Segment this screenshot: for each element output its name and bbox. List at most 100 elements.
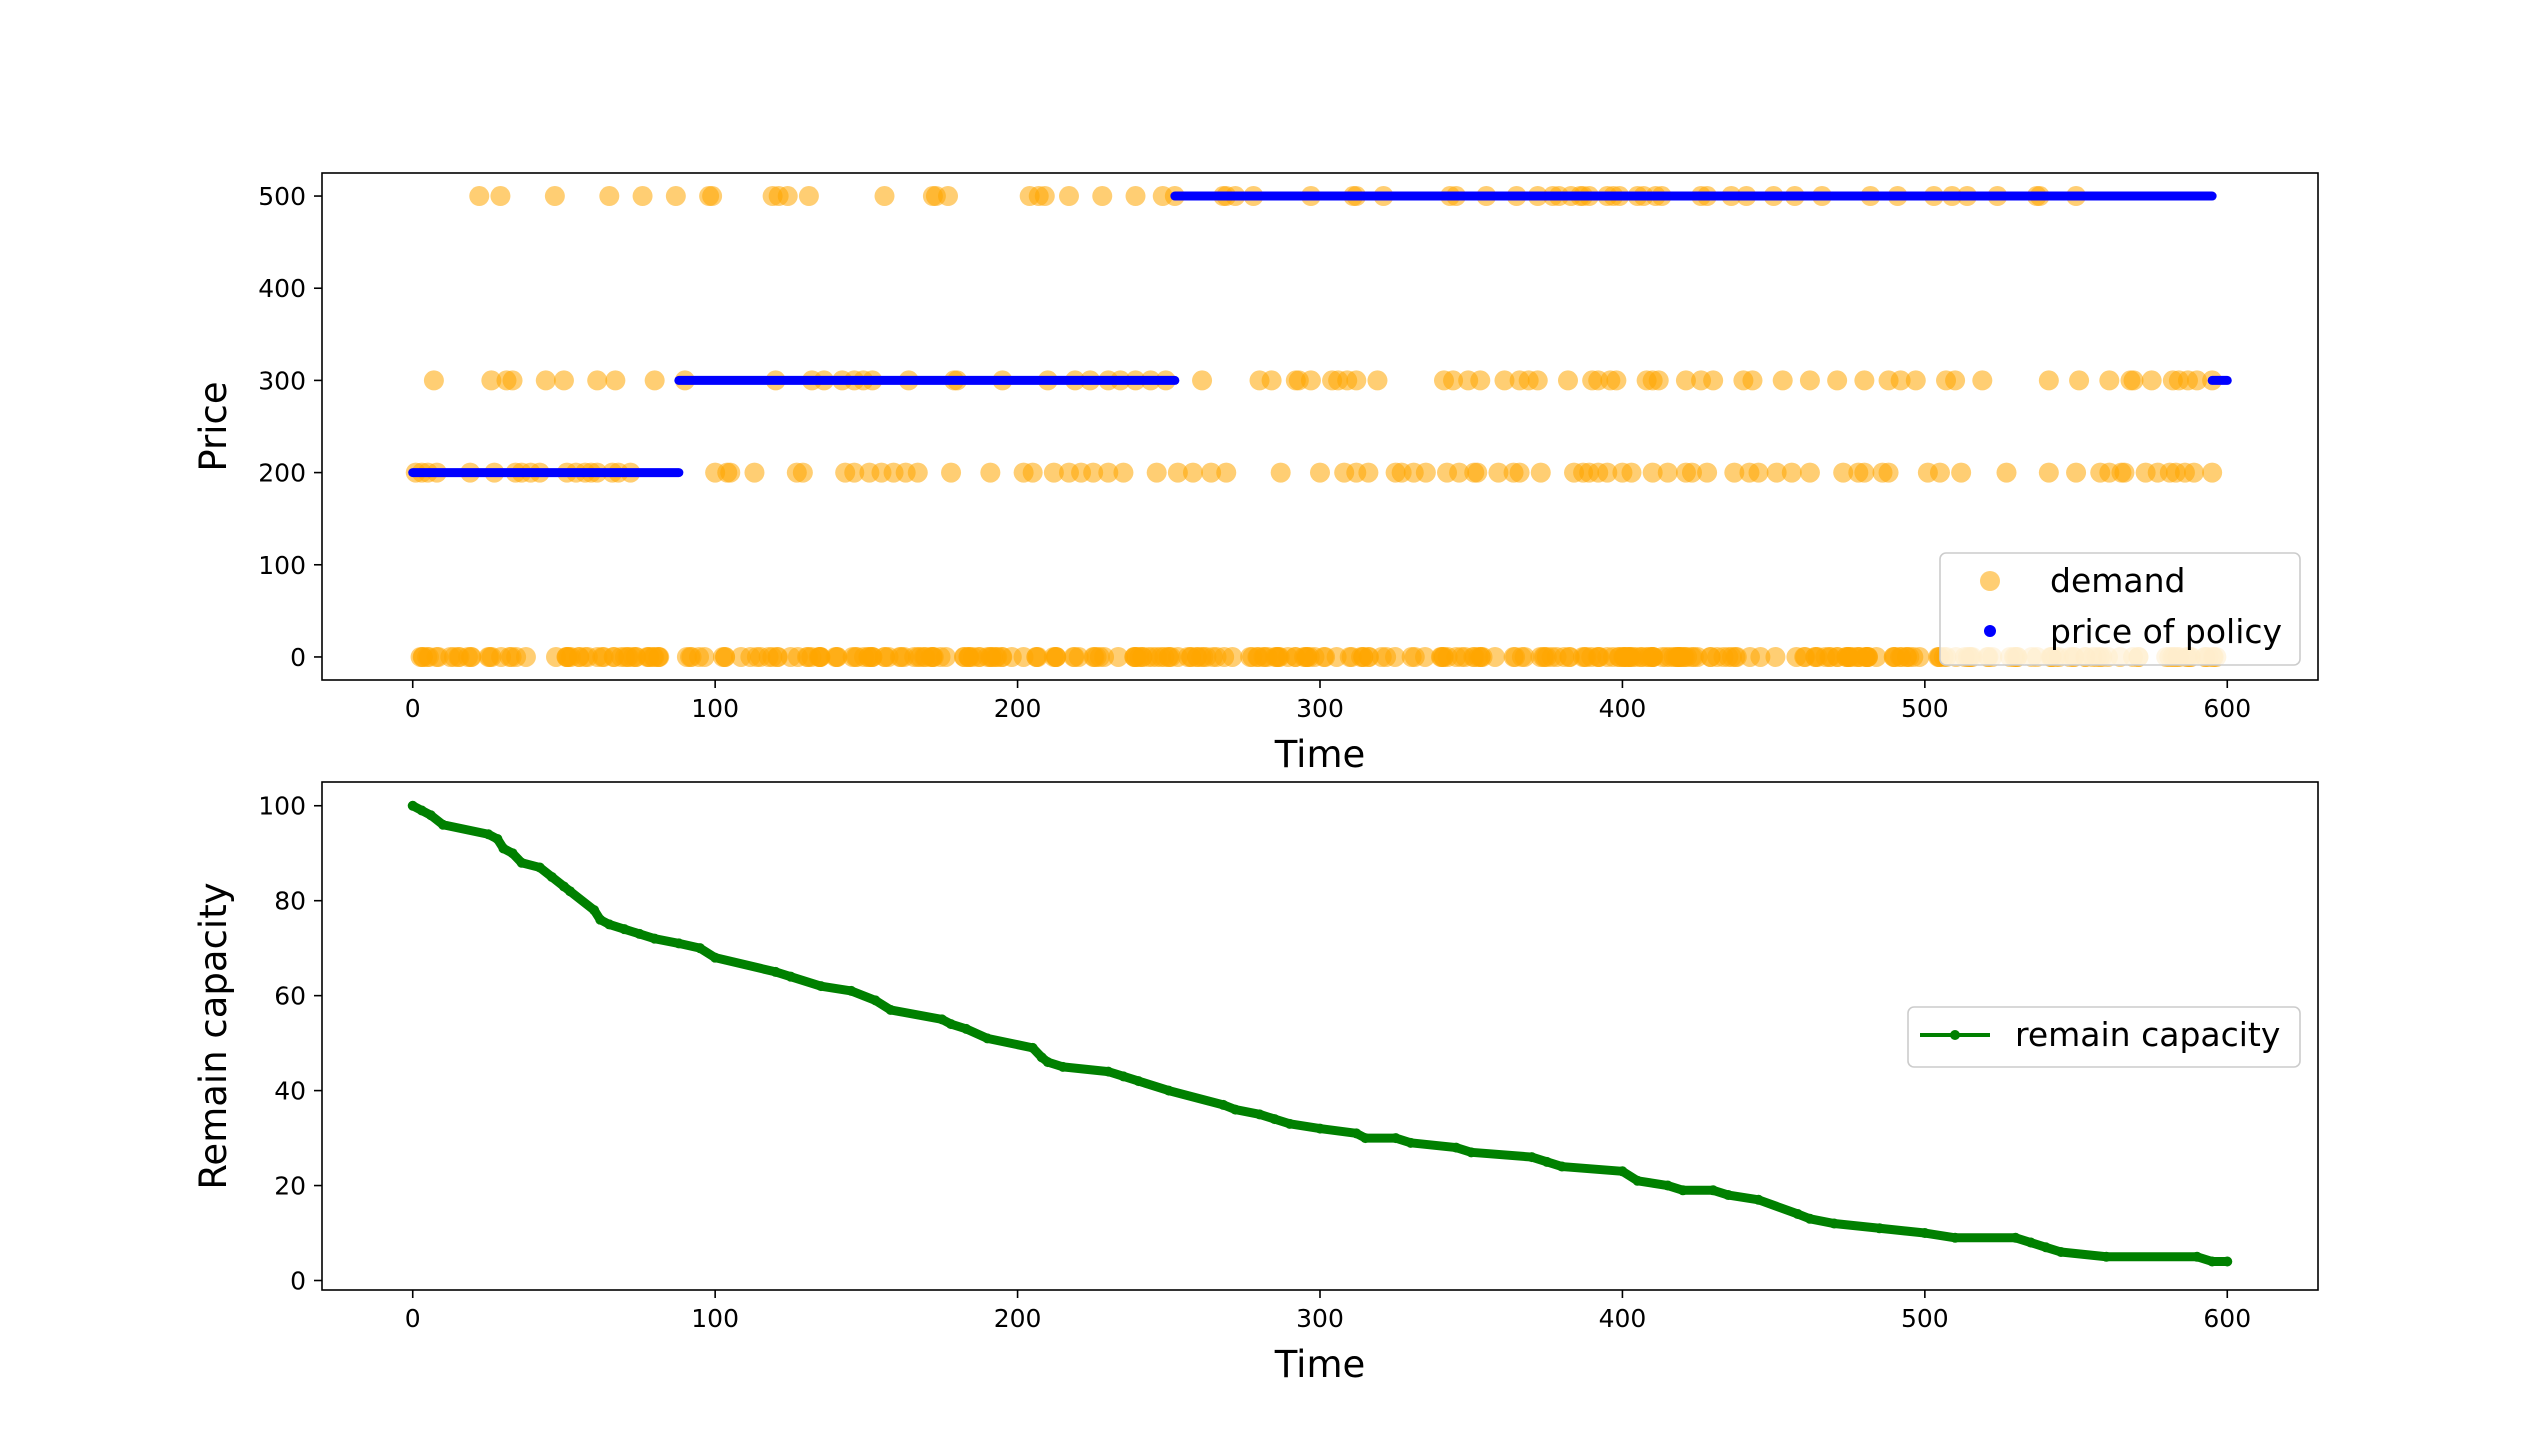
remain-capacity-point [846,985,857,996]
demand-point [1485,646,1506,667]
remain-capacity-point [1254,1109,1265,1120]
y-tick-label: 0 [290,643,306,672]
demand-point [587,370,608,391]
demand-point [1310,462,1330,483]
remain-capacity-point [946,1019,957,1030]
demand-point [874,186,895,207]
demand-point [702,186,723,207]
demand-point [1092,186,1113,207]
demand-point [1034,186,1055,207]
demand-point [1494,370,1515,391]
demand-point [1222,646,1243,667]
demand-point [1430,646,1451,667]
demand-point [1443,370,1464,391]
remain-capacity-point [649,933,660,944]
demand-point [1527,370,1548,391]
remain-capacity-point [534,862,545,873]
legend: demand price of policy [1939,552,2301,666]
demand-point [1786,646,1807,667]
remain-capacity-point [516,857,527,868]
remain-capacity-point [619,924,630,935]
demand-point [1648,370,1669,391]
demand-point [481,370,502,391]
demand-point [1724,462,1745,483]
remain-capacity-point [2101,1251,2112,1262]
series-price-of-policy [408,191,2232,478]
remain-capacity-point [2055,1247,2066,1258]
demand-point [1083,462,1104,483]
x-axis-label: Time [1274,733,1366,776]
demand-point [1541,646,1562,667]
remain-capacity-line [410,801,2228,1267]
demand-point [535,370,556,391]
remain-capacity-point [1541,1156,1552,1167]
plot-area [405,186,2232,667]
remain-capacity-point [1057,1061,1068,1072]
legend: remain capacity [1907,1006,2301,1068]
legend-marker-price-of-policy [1984,625,1996,637]
demand-point [449,646,470,667]
remain-capacity-point [2192,1251,2203,1262]
demand-point [1346,370,1367,391]
y-tick-label: 40 [274,1077,306,1106]
demand-point [731,646,752,667]
demand-point [1713,646,1734,667]
remain-capacity-point [673,938,684,949]
demand-point [499,646,520,667]
y-axis-label: Price [192,381,235,471]
remain-capacity-point [2040,1242,2051,1253]
demand-point [1098,462,1119,483]
demand-point [1677,646,1698,667]
y-tick-label: 100 [258,792,306,821]
y-tick-label: 200 [258,459,306,488]
demand-point [858,646,879,667]
demand-point [758,646,779,667]
demand-point [1108,646,1129,667]
remain-capacity-point [1405,1137,1416,1148]
demand-point [1196,646,1217,667]
y-tick-label: 400 [258,274,306,303]
remain-capacity-point [1027,1042,1038,1053]
remain-capacity-point [407,800,418,811]
remain-capacity-point [695,943,706,954]
remain-capacity-point [416,805,427,816]
demand-point [1385,646,1406,667]
demand-point [1113,462,1134,483]
remain-capacity-point [1315,1123,1325,1134]
remain-capacity-point [1526,1152,1537,1163]
demand-point [1559,646,1580,667]
demand-point [1401,646,1422,667]
remain-capacity-point [982,1033,993,1044]
remain-capacity-point [1042,1057,1053,1068]
remain-capacity-point [961,1023,972,1034]
demand-point [1358,462,1379,483]
demand-point [665,186,686,207]
demand-point [980,462,1001,483]
remain-capacity-point [507,848,518,859]
remain-capacity-point [1723,1190,1734,1201]
demand-point [1261,370,1282,391]
remain-capacity-point [1163,1085,1174,1096]
legend-marker-point [1950,1030,1960,1040]
demand-point [618,646,639,667]
demand-point [1313,646,1334,667]
demand-point [938,186,959,207]
demand-point [1415,462,1436,483]
demand-point [469,186,490,207]
remain-capacity-point [770,966,781,977]
demand-point [1697,462,1718,483]
series-remain-capacity [407,800,2233,1267]
legend-box [1907,1006,2301,1068]
legend-label-remain-capacity: remain capacity [2015,1015,2280,1054]
remain-capacity-point [2010,1232,2021,1243]
remain-capacity-point [564,886,575,897]
remain-capacity-point [2207,1256,2218,1267]
demand-point [1621,462,1642,483]
x-tick-label: 600 [2203,694,2251,723]
remain-capacity-point [1230,1104,1241,1115]
legend-label-demand: demand [2050,561,2185,600]
demand-point [1530,462,1551,483]
y-tick-label: 100 [258,551,306,580]
x-tick-label: 500 [1901,694,1949,723]
